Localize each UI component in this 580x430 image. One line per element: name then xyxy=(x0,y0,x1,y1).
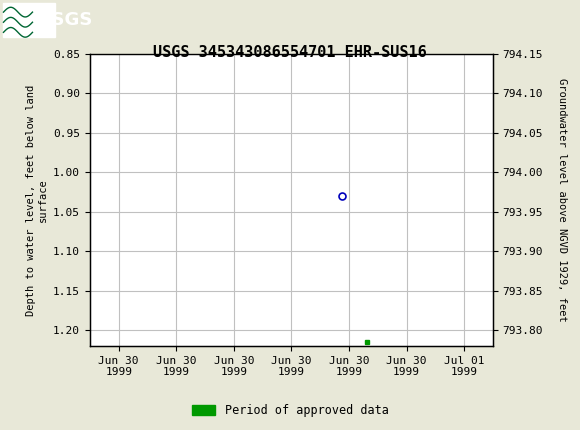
Text: USGS: USGS xyxy=(38,11,93,29)
Text: USGS 345343086554701 EHR-SUS16: USGS 345343086554701 EHR-SUS16 xyxy=(153,45,427,60)
Y-axis label: Groundwater level above NGVD 1929, feet: Groundwater level above NGVD 1929, feet xyxy=(557,78,567,322)
FancyBboxPatch shape xyxy=(3,3,55,37)
Y-axis label: Depth to water level, feet below land
surface: Depth to water level, feet below land su… xyxy=(26,84,48,316)
Legend: Period of approved data: Period of approved data xyxy=(187,399,393,422)
